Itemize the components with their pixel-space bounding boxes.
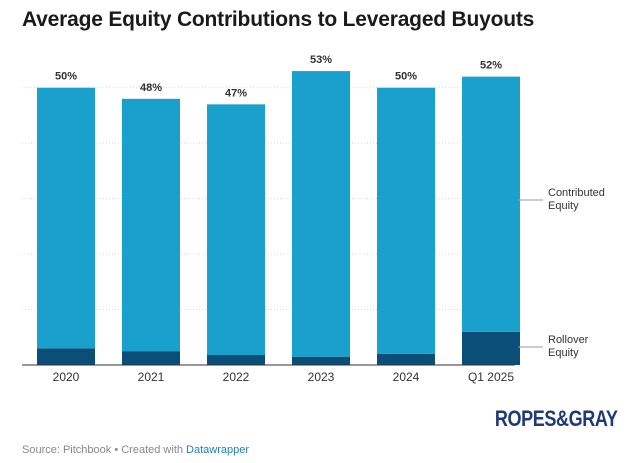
- source-text: Source: Pitchbook • Created with: [22, 444, 187, 456]
- logo-text-right: GRAY: [568, 406, 617, 431]
- contributed-equity-bar: [37, 87, 95, 349]
- x-axis-ticks: 2020 2021 2022 2023 2024 Q1 2025: [53, 370, 515, 384]
- ropes-gray-logo: ROPES&GRAY: [494, 406, 617, 432]
- x-tick-label: 2020: [53, 370, 80, 384]
- contributed-equity-bar: [377, 87, 435, 354]
- contributed-equity-bar: [292, 71, 350, 357]
- legend-contributed-equity: Contributed Equity: [548, 187, 605, 212]
- gridlines: [22, 87, 515, 311]
- datawrapper-link[interactable]: Datawrapper: [186, 444, 250, 456]
- rollover-equity-bar: [462, 331, 520, 365]
- data-label: 50%: [55, 71, 77, 83]
- logo-ampersand: &: [555, 406, 569, 431]
- x-tick-label: 2023: [308, 370, 335, 384]
- x-tick-label: 2024: [393, 370, 420, 384]
- rollover-equity-bar: [377, 353, 435, 365]
- contributed-equity-bar: [462, 76, 520, 332]
- rollover-equity-bar: [207, 355, 265, 365]
- contributed-equity-bar: [207, 104, 265, 356]
- data-label: 53%: [310, 54, 332, 66]
- rollover-equity-bar: [122, 351, 180, 365]
- source-footer: Source: Pitchbook • Created with Datawra…: [22, 444, 249, 456]
- data-label: 47%: [225, 87, 247, 99]
- chart-title: Average Equity Contributions to Leverage…: [22, 8, 535, 31]
- stacked-bar-chart: 2020 2021 2022 2023 2024 Q1 2025 50% 48% 47% 53%…: [22, 54, 605, 384]
- legend: Rollover Equity Contributed Equity: [518, 187, 605, 359]
- data-label: 50%: [395, 71, 417, 83]
- x-tick-label: 2022: [223, 370, 250, 384]
- x-tick-label: 2021: [138, 370, 165, 384]
- data-labels: 50% 48% 47% 53% 50% 52%: [55, 54, 502, 99]
- contributed-equity-bar: [122, 98, 180, 352]
- rollover-equity-bar: [292, 356, 350, 365]
- data-label: 52%: [480, 60, 502, 72]
- data-label: 48%: [140, 82, 162, 94]
- logo-text-left: ROPES: [494, 406, 556, 431]
- legend-rollover-equity: Rollover Equity: [548, 334, 589, 359]
- bars: [37, 71, 520, 365]
- rollover-equity-bar: [37, 348, 95, 365]
- x-tick-label: Q1 2025: [468, 370, 514, 384]
